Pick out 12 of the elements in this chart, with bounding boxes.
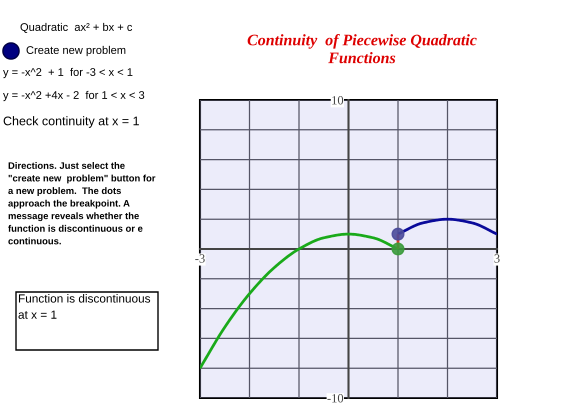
text: Directions. Just select the "create new problem" button for a new problem. The dots approach the breakpoint. A message reveals whether the function is discontinuous or e continuous. <box>8 162 156 244</box>
x-tick-label: -3 <box>195 254 205 263</box>
chart-title: Continuity of Piecewise Quadratic Functions <box>248 34 477 64</box>
text: y = -x^2 +4x - 2 for 1 < x < 3 <box>3 90 144 102</box>
y-tick-label: 10 <box>332 96 344 104</box>
text: Create new problem <box>26 46 126 56</box>
text: Check continuity at x = 1 <box>4 116 139 128</box>
text: Quadratic ax² + bx + c <box>20 22 132 33</box>
x-tick-label: 3 <box>494 254 500 263</box>
y-tick-label: -10 <box>327 394 344 402</box>
text: y = -x^2 + 1 for -3 < x < 1 <box>3 68 132 78</box>
text: Function is discontinuous at x = 1 <box>18 294 150 319</box>
